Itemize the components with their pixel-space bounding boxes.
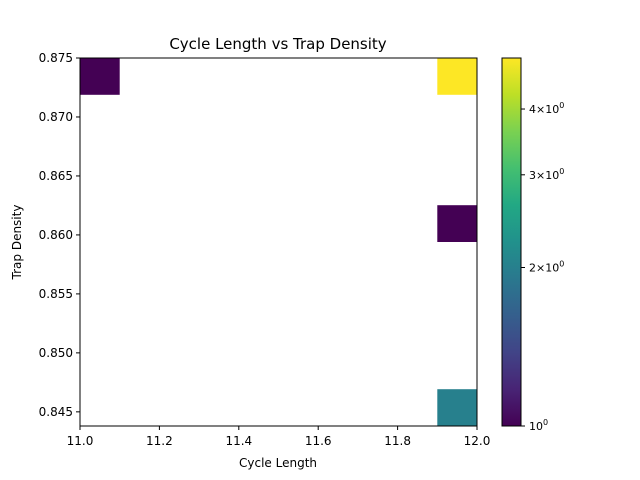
x-tick-label: 11.8 — [384, 434, 411, 448]
colorbar-tick-label: 4×100 — [529, 101, 564, 116]
y-tick-label: 0.860 — [39, 228, 73, 242]
y-tick-label: 0.855 — [39, 287, 73, 301]
y-tick-label: 0.865 — [39, 169, 73, 183]
heatmap-cell — [437, 389, 477, 426]
heatmap-cell — [437, 58, 477, 95]
y-tick-label: 0.850 — [39, 346, 73, 360]
x-tick-label: 11.6 — [305, 434, 332, 448]
chart-title: Cycle Length vs Trap Density — [169, 35, 386, 53]
plot-frame — [79, 57, 478, 427]
x-axis-label: Cycle Length — [239, 456, 317, 470]
x-tick-label: 12.0 — [464, 434, 491, 448]
heatmap-cells — [80, 58, 477, 426]
colorbar-tick-label: 100 — [529, 418, 548, 433]
y-tick-label: 0.870 — [39, 110, 73, 124]
colorbar-ticks: 100 2×100 3×100 4×100 — [521, 101, 564, 433]
x-tick-label: 11.4 — [225, 434, 252, 448]
x-tick-label: 11.0 — [67, 434, 94, 448]
x-axis-ticks: 11.0 11.2 11.4 11.6 11.8 12.0 — [67, 426, 491, 448]
y-axis-ticks: 0.845 0.850 0.855 0.860 0.865 0.870 0.875 — [39, 51, 80, 419]
x-tick-label: 11.2 — [146, 434, 173, 448]
colorbar-tick-label: 2×100 — [529, 260, 564, 275]
y-tick-label: 0.845 — [39, 405, 73, 419]
colorbar — [501, 57, 522, 427]
colorbar-tick-label: 3×100 — [529, 167, 564, 182]
y-tick-label: 0.875 — [39, 51, 73, 65]
heatmap-cell — [437, 205, 477, 242]
y-axis-label: Trap Density — [10, 205, 24, 281]
heatmap-cell — [80, 58, 120, 95]
